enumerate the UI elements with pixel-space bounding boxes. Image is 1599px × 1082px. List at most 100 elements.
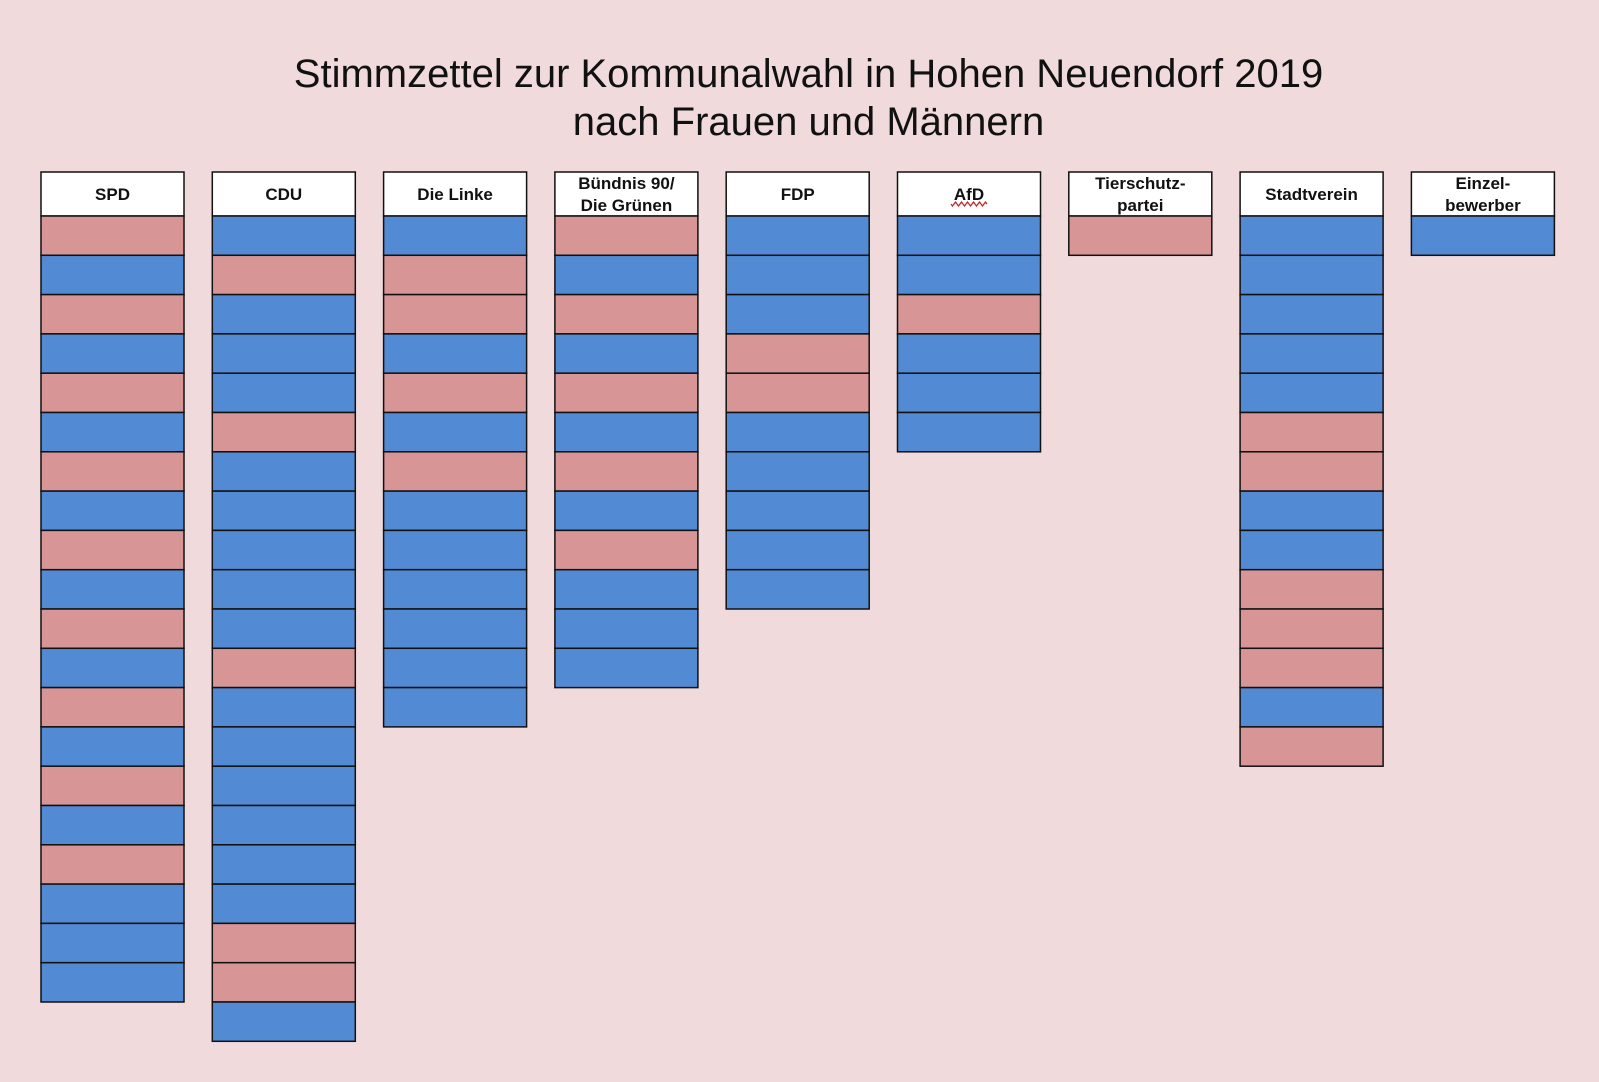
candidate-cell-frau — [40, 293, 185, 335]
candidate-cell-frau — [725, 372, 870, 414]
candidate-cell-mann — [211, 608, 357, 650]
candidate-cell-mann — [211, 372, 357, 414]
party-column-2: Die Linke — [382, 171, 528, 728]
candidate-cell-frau — [211, 254, 357, 296]
candidate-cell-frau — [40, 608, 185, 650]
party-column-6: Tierschutz-partei — [1068, 171, 1213, 257]
party-column-8: Einzel-bewerber — [1410, 171, 1556, 257]
candidate-cell-mann — [725, 293, 870, 335]
candidate-cell-mann — [211, 568, 357, 610]
candidate-cell-mann — [40, 490, 185, 532]
candidate-cell-mann — [554, 608, 699, 650]
candidate-cell-mann — [1410, 215, 1556, 257]
candidate-cell-mann — [211, 844, 357, 885]
candidate-cell-mann — [211, 883, 357, 925]
candidate-cell-mann — [1239, 254, 1384, 296]
candidate-cell-mann — [382, 490, 528, 532]
candidate-cell-mann — [554, 254, 699, 296]
party-column-5: AfD — [896, 171, 1042, 453]
candidate-cell-mann — [725, 529, 870, 571]
candidate-cell-frau — [1239, 608, 1384, 650]
candidate-cell-frau — [1239, 647, 1384, 689]
candidate-cell-mann — [382, 411, 528, 453]
candidate-cell-mann — [1239, 215, 1384, 257]
candidate-cell-mann — [725, 451, 870, 492]
chart-title-line-1: Stimmzettel zur Kommunalwahl in Hohen Ne… — [293, 52, 1324, 96]
candidate-cell-mann — [896, 215, 1042, 257]
party-name-label: CDU — [265, 185, 302, 204]
candidate-cell-frau — [896, 293, 1042, 335]
candidate-cell-mann — [725, 254, 870, 296]
candidate-cell-frau — [40, 451, 185, 492]
candidate-cell-mann — [1239, 529, 1384, 571]
candidate-cell-mann — [554, 333, 699, 374]
candidate-cell-mann — [1239, 686, 1384, 728]
candidate-cell-frau — [382, 293, 528, 335]
chart-title-line-2: nach Frauen und Männern — [572, 100, 1045, 144]
party-name-label: Bündnis 90/ — [578, 174, 675, 193]
candidate-cell-frau — [211, 411, 357, 453]
candidate-cell-mann — [40, 961, 185, 1003]
candidate-cell-mann — [382, 686, 528, 728]
party-name-label: Stadtverein — [1265, 185, 1358, 204]
candidate-cell-frau — [40, 765, 185, 807]
party-header-box — [896, 171, 1042, 217]
candidate-cell-mann — [40, 411, 185, 453]
candidate-cell-frau — [1068, 215, 1213, 257]
candidate-cell-frau — [1239, 451, 1384, 492]
candidate-cell-frau — [1239, 726, 1384, 767]
candidate-cell-mann — [725, 411, 870, 453]
candidate-cell-mann — [211, 804, 357, 846]
candidate-cell-mann — [896, 411, 1042, 453]
candidate-cell-frau — [725, 333, 870, 374]
candidate-cell-frau — [554, 451, 699, 492]
candidate-cell-mann — [40, 883, 185, 925]
party-header-box — [1239, 171, 1384, 217]
candidate-cell-mann — [211, 333, 357, 374]
candidate-cell-frau — [40, 686, 185, 728]
candidate-cell-frau — [382, 254, 528, 296]
candidate-cell-frau — [211, 922, 357, 964]
party-column-3: Bündnis 90/Die Grünen — [554, 171, 699, 689]
candidate-cell-mann — [725, 568, 870, 610]
candidate-cell-frau — [211, 961, 357, 1003]
candidate-cell-mann — [382, 529, 528, 571]
candidate-cell-mann — [382, 608, 528, 650]
candidate-cell-mann — [896, 372, 1042, 414]
candidate-cell-mann — [40, 804, 185, 846]
candidate-cell-mann — [40, 726, 185, 767]
candidate-cell-mann — [554, 568, 699, 610]
candidate-cell-frau — [40, 844, 185, 885]
candidate-cell-frau — [1239, 411, 1384, 453]
candidate-cell-mann — [211, 765, 357, 807]
candidate-cell-mann — [382, 568, 528, 610]
chart-title: Stimmzettel zur Kommunalwahl in Hohen Ne… — [0, 50, 1599, 146]
candidate-cell-frau — [382, 451, 528, 492]
party-column-1: CDU — [211, 171, 357, 1043]
candidate-cell-mann — [211, 490, 357, 532]
candidate-cell-mann — [40, 647, 185, 689]
party-name-label: Die Grünen — [581, 196, 673, 215]
candidate-cell-frau — [554, 372, 699, 414]
party-name-label: partei — [1117, 196, 1163, 215]
party-header-box — [211, 171, 357, 217]
party-column-7: Stadtverein — [1239, 171, 1384, 767]
candidate-cell-frau — [40, 215, 185, 257]
candidate-cell-mann — [554, 647, 699, 689]
candidate-cell-mann — [211, 686, 357, 728]
candidate-cell-mann — [1239, 293, 1384, 335]
candidate-cell-mann — [1239, 372, 1384, 414]
candidate-cell-mann — [1239, 490, 1384, 532]
candidate-cell-mann — [896, 333, 1042, 374]
party-header-box — [725, 171, 870, 217]
party-header-box — [382, 171, 528, 217]
party-name-label: AfD — [954, 185, 984, 204]
party-name-label: FDP — [781, 185, 815, 204]
candidate-cell-mann — [382, 647, 528, 689]
party-name-label: SPD — [95, 185, 130, 204]
candidate-cell-frau — [554, 529, 699, 571]
party-name-label: bewerber — [1445, 196, 1521, 215]
candidate-cell-mann — [896, 254, 1042, 296]
candidate-cell-mann — [211, 293, 357, 335]
